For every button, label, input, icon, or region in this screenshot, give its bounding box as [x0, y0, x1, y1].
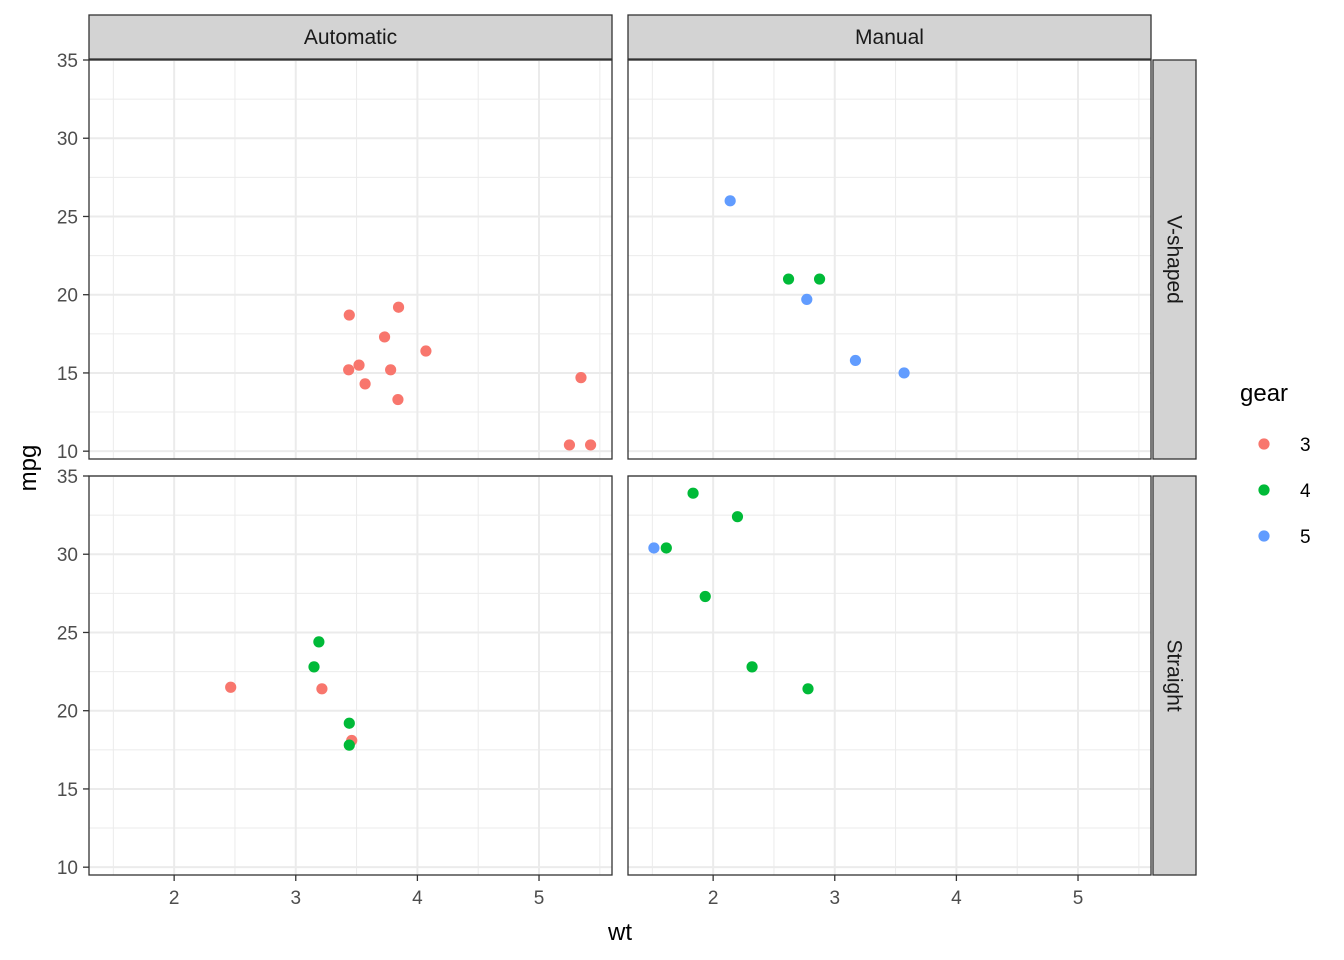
- data-point-gear-4: [731, 511, 744, 523]
- data-point-gear-4: [699, 590, 711, 603]
- data-point-gear-4: [813, 273, 826, 285]
- x-axis-title: wt: [607, 919, 632, 946]
- data-point-gear-3: [563, 439, 576, 451]
- legend-key-gear-5: [1258, 530, 1270, 542]
- y-tick-label: 25: [57, 207, 78, 228]
- strip-label: Manual: [855, 26, 924, 49]
- data-point-gear-4: [308, 661, 320, 673]
- data-point-gear-4: [343, 739, 355, 751]
- panel-border: [627, 475, 1152, 876]
- x-tick-label: 2: [708, 888, 719, 909]
- y-tick-label: 20: [57, 286, 78, 307]
- x-tick-label: 4: [951, 888, 962, 909]
- data-point-gear-3: [353, 359, 365, 371]
- data-point-gear-3: [575, 372, 587, 384]
- panel-manual-straight: [627, 475, 1152, 876]
- y-tick-label: 25: [57, 623, 78, 644]
- x-tick-label: 5: [534, 888, 545, 909]
- legend-label: 5: [1300, 527, 1311, 548]
- panel-border: [88, 59, 613, 460]
- panel-border: [627, 59, 1152, 460]
- data-point-gear-4: [660, 542, 672, 554]
- y-tick-label: 10: [57, 442, 78, 463]
- x-tick-label: 3: [829, 888, 840, 909]
- data-point-gear-4: [343, 717, 355, 729]
- x-tick-label: 3: [290, 888, 301, 909]
- data-point-gear-3: [392, 393, 404, 406]
- axes: 10 15 20 25 30 35 10 15 20 25 30 35 2 3 4 5 2 3 4 5: [57, 51, 1083, 909]
- panel-border: [88, 475, 613, 876]
- data-point-gear-5: [648, 542, 660, 554]
- facet-strips: Automatic Manual V-shaped Straight: [88, 14, 1197, 876]
- data-point-gear-4: [782, 273, 795, 285]
- y-axis-title: mpg: [15, 445, 42, 492]
- data-point-gear-5: [724, 195, 736, 207]
- legend-title: gear: [1240, 380, 1288, 407]
- data-point-gear-3: [359, 378, 371, 390]
- y-tick-label: 30: [57, 545, 78, 566]
- strip-background: [1152, 475, 1197, 876]
- legend-label: 4: [1300, 481, 1311, 502]
- data-point-gear-4: [802, 683, 814, 695]
- data-point-gear-3: [385, 364, 397, 376]
- y-tick-label: 35: [57, 467, 78, 488]
- legend-key-gear-3: [1258, 438, 1270, 450]
- data-point-gear-3: [343, 364, 355, 376]
- x-tick-label: 5: [1073, 888, 1084, 909]
- strip-straight: Straight: [1152, 475, 1197, 876]
- strip-manual: Manual: [627, 14, 1152, 60]
- panel-background: [89, 476, 612, 875]
- data-point-gear-3: [225, 681, 237, 693]
- legend: gear 3 4 5: [1240, 380, 1311, 548]
- y-tick-label: 20: [57, 702, 78, 723]
- strip-background: [627, 14, 1152, 60]
- panel-manual-v-shaped: [627, 59, 1152, 460]
- panel-background: [628, 60, 1151, 459]
- strip-background: [1152, 59, 1197, 460]
- y-tick-label: 15: [57, 364, 78, 385]
- data-point-gear-3: [343, 309, 355, 321]
- panel-automatic-straight: [88, 475, 613, 876]
- y-tick-label: 35: [57, 51, 78, 72]
- strip-background: [88, 14, 613, 60]
- y-tick-label: 15: [57, 780, 78, 801]
- data-point-gear-3: [584, 439, 597, 451]
- data-point-gear-3: [420, 345, 432, 357]
- strip-label: Automatic: [304, 26, 397, 49]
- data-point-gear-3: [392, 301, 405, 313]
- data-point-gear-4: [687, 487, 699, 499]
- panel-automatic-v-shaped: [88, 59, 613, 460]
- data-point-gear-3: [378, 331, 391, 343]
- strip-automatic: Automatic: [88, 14, 613, 60]
- legend-key-gear-4: [1258, 484, 1270, 496]
- strip-label: V-shaped: [1163, 215, 1186, 304]
- panel-background: [628, 476, 1151, 875]
- x-tick-label: 2: [169, 888, 180, 909]
- strip-v-shaped: V-shaped: [1152, 59, 1197, 460]
- data-point-gear-3: [316, 683, 328, 695]
- panel-background: [89, 60, 612, 459]
- legend-label: 3: [1300, 435, 1311, 456]
- y-tick-label: 10: [57, 858, 78, 879]
- data-point-gear-4: [746, 661, 758, 673]
- panels: [88, 59, 1152, 876]
- y-tick-label: 30: [57, 129, 78, 150]
- data-point-gear-5: [801, 293, 813, 305]
- data-point-gear-4: [313, 636, 325, 648]
- strip-label: Straight: [1163, 639, 1186, 712]
- data-point-gear-5: [898, 367, 910, 379]
- data-point-gear-5: [849, 354, 862, 367]
- x-tick-label: 4: [412, 888, 423, 909]
